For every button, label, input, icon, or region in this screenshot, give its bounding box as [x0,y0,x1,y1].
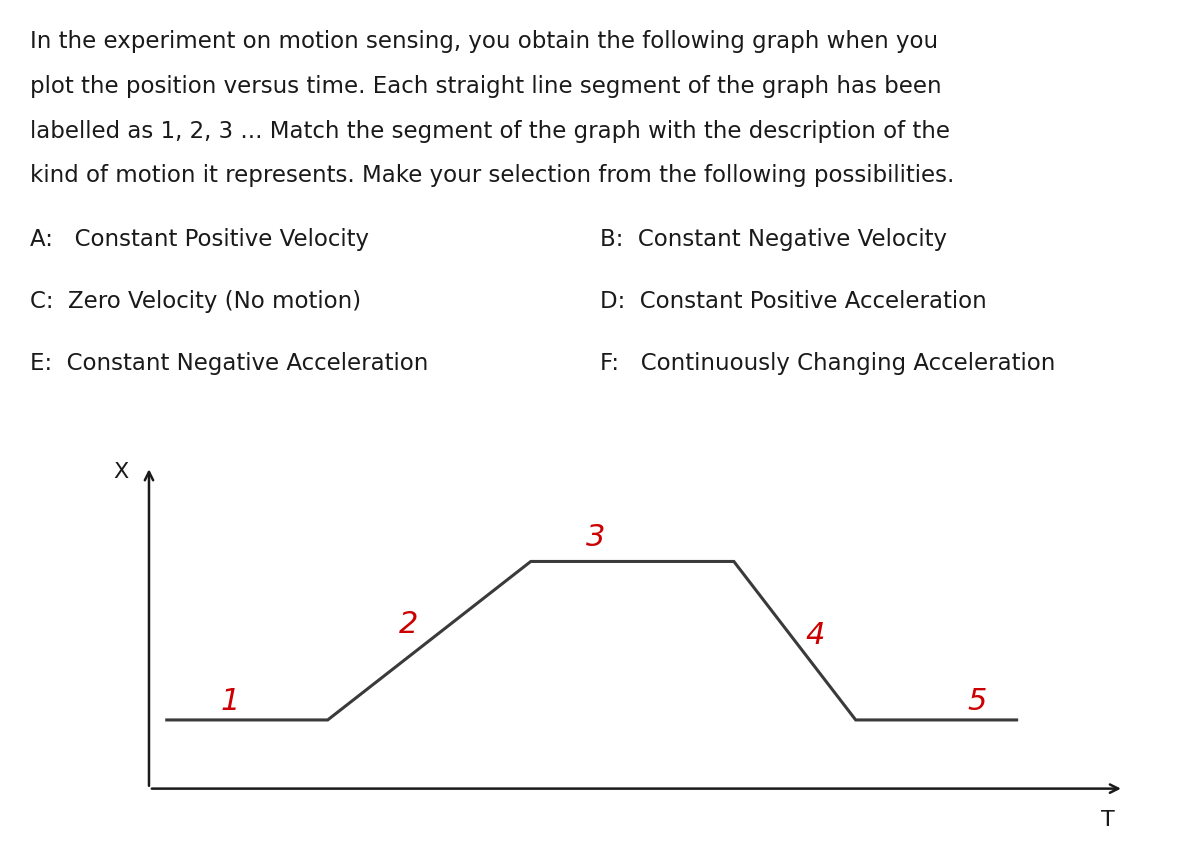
Text: B:  Constant Negative Velocity: B: Constant Negative Velocity [600,228,947,251]
Text: 1: 1 [221,687,240,716]
Text: kind of motion it represents. Make your selection from the following possibiliti: kind of motion it represents. Make your … [30,164,954,187]
Text: A:   Constant Positive Velocity: A: Constant Positive Velocity [30,228,370,251]
Text: labelled as 1, 2, 3 ... Match the segment of the graph with the description of t: labelled as 1, 2, 3 ... Match the segmen… [30,120,950,143]
Text: T: T [1100,810,1115,830]
Text: 2: 2 [400,611,419,639]
Text: F:   Continuously Changing Acceleration: F: Continuously Changing Acceleration [600,352,1055,375]
Text: E:  Constant Negative Acceleration: E: Constant Negative Acceleration [30,352,428,375]
Text: X: X [113,462,128,482]
Text: 3: 3 [586,523,606,552]
Text: plot the position versus time. Each straight line segment of the graph has been: plot the position versus time. Each stra… [30,75,942,98]
Text: In the experiment on motion sensing, you obtain the following graph when you: In the experiment on motion sensing, you… [30,30,938,53]
Text: 4: 4 [805,621,824,650]
Text: C:  Zero Velocity (No motion): C: Zero Velocity (No motion) [30,290,361,313]
Text: 5: 5 [968,687,988,716]
Text: D:  Constant Positive Acceleration: D: Constant Positive Acceleration [600,290,986,313]
